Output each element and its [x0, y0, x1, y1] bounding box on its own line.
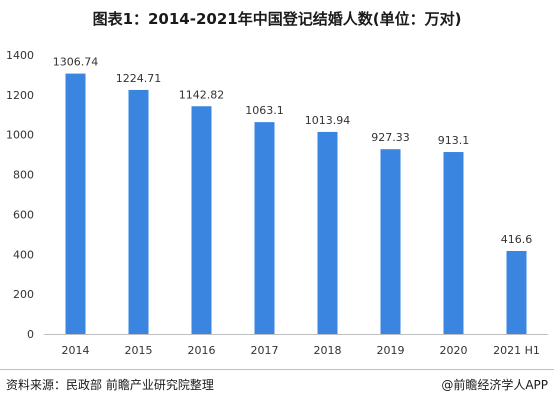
- bar-series: [65, 73, 527, 335]
- y-tick-label: 1400: [6, 49, 34, 62]
- bar-value-label: 1063.1: [245, 104, 284, 117]
- data-labels: 1306.74 1224.71 1142.82 1063.1 1013.94 927.33…: [53, 56, 533, 246]
- bar-value-label: 1224.71: [116, 72, 162, 85]
- x-tick-label: 2014: [62, 344, 90, 357]
- bar-value-label: 1013.94: [305, 114, 351, 127]
- x-tick-label: 2018: [314, 344, 342, 357]
- x-tick-label: 2016: [188, 344, 216, 357]
- x-tick-label: 2021 H1: [493, 344, 540, 357]
- x-tick-label: 2015: [125, 344, 153, 357]
- chart-title: 图表1：2014-2021年中国登记结婚人数(单位：万对): [92, 10, 462, 28]
- bar: [65, 73, 86, 334]
- y-tick-label: 600: [13, 208, 34, 221]
- x-axis: 2014 2015 2016 2017 2018 2019 2020 2021 H1: [44, 334, 548, 357]
- bar-value-label: 1142.82: [179, 88, 225, 101]
- y-axis: 0 200 400 600 800 1000 1200 1400: [6, 49, 34, 341]
- bar: [191, 106, 212, 335]
- bar: [128, 89, 149, 334]
- brand-credit: @前瞻经济学人APP: [441, 378, 548, 392]
- bar-chart: 0 200 400 600 800 1000 1200 1400 1306.74 1224.71…: [6, 49, 548, 357]
- y-tick-label: 800: [13, 169, 34, 182]
- x-tick-label: 2017: [251, 344, 279, 357]
- y-tick-label: 200: [13, 288, 34, 301]
- x-tick-label: 2020: [440, 344, 468, 357]
- y-tick-label: 1200: [6, 89, 34, 102]
- bar: [317, 131, 338, 334]
- footer-divider: [0, 369, 554, 370]
- bar-value-label: 416.6: [501, 233, 533, 246]
- bar: [380, 149, 401, 334]
- y-tick-label: 0: [27, 328, 34, 341]
- y-tick-label: 1000: [6, 129, 34, 142]
- bar-value-label: 913.1: [438, 134, 470, 147]
- y-tick-label: 400: [13, 248, 34, 261]
- source-note: 资料来源：民政部 前瞻产业研究院整理: [6, 378, 214, 392]
- bar-value-label: 927.33: [371, 131, 410, 144]
- bar: [254, 122, 275, 334]
- bar: [506, 250, 527, 334]
- x-tick-label: 2019: [377, 344, 405, 357]
- bar-value-label: 1306.74: [53, 56, 99, 69]
- bar: [443, 152, 464, 334]
